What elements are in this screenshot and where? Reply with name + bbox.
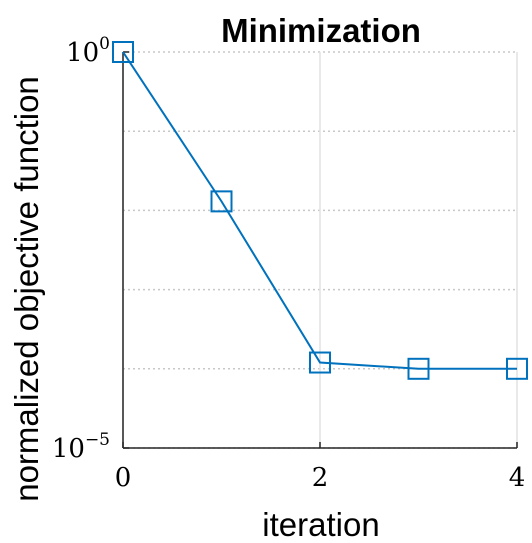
x-tick-label: 4 — [509, 463, 526, 493]
grid-lines — [122, 51, 518, 449]
tick-labels: 0 2 4 10−5 100 — [52, 34, 525, 493]
chart-title: Minimization — [221, 12, 421, 49]
data-point-marker — [210, 190, 233, 213]
x-tick-label: 0 — [115, 463, 132, 493]
series-markers — [112, 41, 528, 380]
data-line — [122, 51, 517, 370]
data-point-marker — [407, 357, 430, 380]
data-point-marker — [506, 357, 528, 380]
data-point-marker — [112, 41, 134, 63]
y-axis-label: normalized objective function — [8, 76, 45, 502]
x-axis-label: iteration — [262, 506, 379, 543]
series-line — [122, 51, 517, 370]
axes — [122, 51, 518, 449]
x-tick-label: 2 — [312, 463, 329, 493]
y-tick-label: 10−5 — [52, 430, 110, 464]
y-tick-label: 100 — [66, 34, 110, 68]
data-point-marker — [309, 351, 331, 374]
